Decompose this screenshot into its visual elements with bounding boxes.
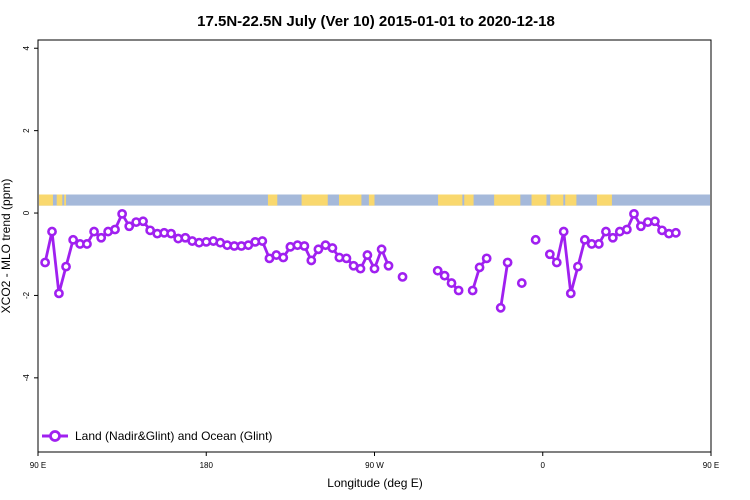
data-point [474,262,485,273]
x-tick-label: 90 E [703,461,719,470]
plot-frame [37,39,712,453]
data-point [61,261,71,272]
land-segment [438,194,463,206]
land-segment [550,194,564,206]
data-point [621,224,632,235]
land-segment [565,194,577,206]
data-point [565,288,576,299]
data-point [369,263,380,274]
land-segment [368,194,375,206]
data-point [47,226,57,237]
y-tick-label: 4 [22,45,31,50]
land-segment [39,194,53,206]
data-point [54,288,64,299]
data-point [40,257,51,268]
data-point [397,271,408,282]
data-point [629,208,639,219]
data-point [439,270,450,281]
land-segment [464,194,474,206]
x-tick-label: 90 E [30,461,46,470]
data-point [278,252,289,263]
data-point [572,261,583,272]
x-tick-label: 0 [541,461,546,470]
data-point [530,234,541,245]
land-segment [267,194,278,206]
data-point [82,239,92,249]
land-segment [56,194,63,206]
data-point [383,260,394,271]
data-point [138,216,148,227]
data-point [341,253,352,264]
data-point [124,221,135,232]
y-tick-label: 2 [22,128,31,133]
data-point [68,234,79,245]
data-point [650,216,660,227]
data-point [544,249,555,260]
data-point [481,253,492,264]
data-point [495,302,506,313]
x-tick-label: 90 W [365,461,384,470]
legend-marker [49,430,61,442]
coastline-strip [39,194,710,206]
land-segment [531,194,547,206]
data-series [40,208,681,313]
data-point [257,236,268,246]
data-point [551,257,562,268]
y-axis-label: XCO2 - MLO trend (ppm) [0,179,13,314]
data-point [601,226,611,237]
data-point [453,285,464,296]
data-point [635,221,646,232]
y-tick-label: -4 [22,374,31,382]
data-point [355,263,366,274]
series-line-segment [548,212,677,295]
land-segment [301,194,328,206]
data-point [299,241,310,251]
data-point [306,255,317,266]
data-point [502,257,513,268]
land-segment [338,194,362,206]
data-point [670,227,681,238]
data-point [516,278,527,288]
y-tick-label: -2 [22,291,31,299]
data-point [327,243,338,253]
data-point [117,208,128,219]
chart-title: 17.5N-22.5N July (Ver 10) 2015-01-01 to … [197,13,555,30]
y-tick-label: 0 [22,210,31,215]
data-point [467,285,478,296]
data-point [558,226,569,237]
data-point [593,239,604,249]
data-point [89,226,99,237]
data-point [607,232,618,243]
land-segment [64,194,67,206]
data-point [362,250,373,260]
data-point [96,232,107,243]
data-point [110,224,120,235]
land-segment [494,194,521,206]
data-point [313,244,324,255]
legend: Land (Nadir&Glint) and Ocean (Glint) [42,429,272,443]
x-tick-label: 180 [200,461,214,470]
series-line-segment [499,262,509,309]
data-point [376,244,387,255]
x-axis-label: Longitude (deg E) [327,476,422,490]
data-point [446,278,457,288]
data-point [166,228,177,239]
data-point [579,234,590,245]
y-axis: 4 2 0 -2 -4 [22,45,38,381]
x-axis: 90 E 180 90 W 0 90 E [30,452,719,470]
data-point [432,265,443,276]
legend-label: Land (Nadir&Glint) and Ocean (Glint) [75,429,272,443]
land-segment [596,194,612,206]
